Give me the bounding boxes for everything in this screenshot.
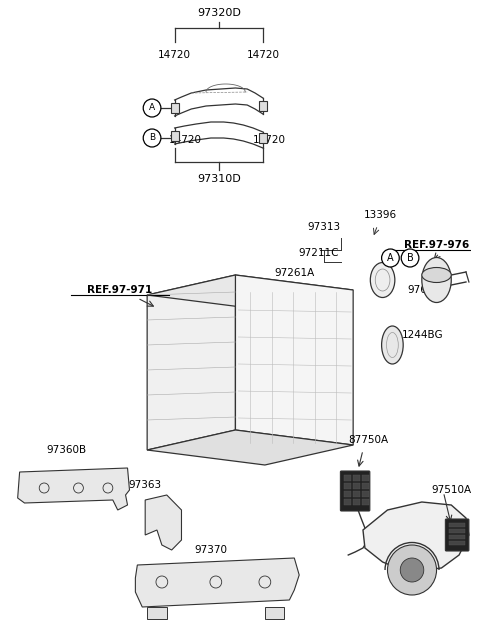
- Text: 14720: 14720: [246, 50, 279, 60]
- Polygon shape: [18, 468, 130, 510]
- FancyBboxPatch shape: [445, 519, 469, 551]
- Text: 1244BG: 1244BG: [402, 330, 444, 340]
- Text: 97310D: 97310D: [197, 174, 240, 184]
- Circle shape: [143, 99, 161, 117]
- Text: 13396: 13396: [364, 210, 397, 220]
- Ellipse shape: [422, 257, 451, 303]
- Text: 14720: 14720: [169, 135, 202, 145]
- Text: 97313: 97313: [307, 222, 340, 232]
- Text: B: B: [149, 133, 155, 142]
- Bar: [362, 491, 369, 497]
- Bar: [449, 535, 465, 539]
- Polygon shape: [147, 430, 353, 465]
- Circle shape: [387, 545, 436, 595]
- Bar: [259, 101, 267, 111]
- Text: 14720: 14720: [158, 50, 191, 60]
- Text: 87750A: 87750A: [348, 435, 388, 445]
- Circle shape: [143, 129, 161, 147]
- Text: 97261A: 97261A: [274, 268, 314, 278]
- Bar: [171, 131, 179, 141]
- Polygon shape: [147, 275, 235, 450]
- Circle shape: [401, 249, 419, 267]
- Circle shape: [400, 558, 424, 582]
- Polygon shape: [363, 502, 469, 572]
- Text: REF.97-971: REF.97-971: [87, 285, 152, 295]
- Circle shape: [382, 249, 399, 267]
- Bar: [147, 607, 167, 619]
- Text: A: A: [149, 104, 155, 112]
- Bar: [362, 475, 369, 481]
- Text: A: A: [387, 253, 394, 263]
- Polygon shape: [147, 275, 353, 310]
- Bar: [344, 475, 351, 481]
- Bar: [449, 523, 465, 527]
- Bar: [449, 541, 465, 545]
- Text: 97363: 97363: [129, 480, 162, 490]
- Text: 97360B: 97360B: [47, 445, 87, 455]
- Bar: [259, 133, 267, 143]
- Polygon shape: [235, 275, 353, 445]
- Ellipse shape: [422, 267, 451, 283]
- Bar: [353, 499, 360, 505]
- Text: 97655A: 97655A: [407, 285, 447, 295]
- Text: 97320D: 97320D: [197, 8, 240, 18]
- Bar: [265, 607, 285, 619]
- Bar: [353, 475, 360, 481]
- Bar: [362, 483, 369, 489]
- Bar: [449, 529, 465, 533]
- Bar: [353, 483, 360, 489]
- Ellipse shape: [371, 262, 395, 298]
- Bar: [353, 491, 360, 497]
- Text: 97510A: 97510A: [432, 485, 472, 495]
- Polygon shape: [145, 495, 181, 550]
- FancyBboxPatch shape: [340, 471, 370, 511]
- Text: 14720: 14720: [253, 135, 286, 145]
- Bar: [344, 491, 351, 497]
- Text: B: B: [407, 253, 413, 263]
- Text: REF.97-976: REF.97-976: [404, 240, 469, 250]
- Bar: [171, 103, 179, 113]
- Ellipse shape: [382, 326, 403, 364]
- Bar: [344, 499, 351, 505]
- Text: 97211C: 97211C: [299, 248, 339, 258]
- Polygon shape: [135, 558, 299, 607]
- Bar: [362, 499, 369, 505]
- Text: 97370: 97370: [194, 545, 228, 555]
- Bar: [344, 483, 351, 489]
